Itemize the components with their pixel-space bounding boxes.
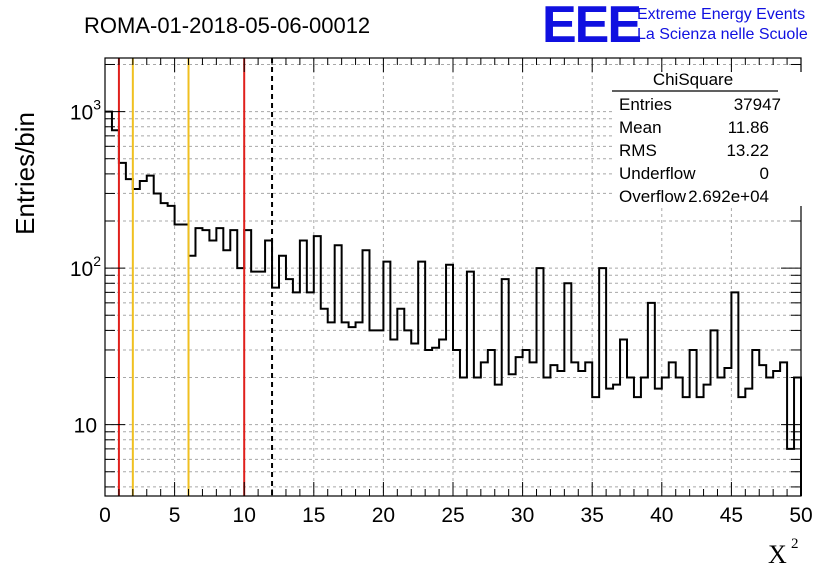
stats-box: ChiSquare Entries 37947 Mean 11.86 RMS 1… — [612, 70, 810, 206]
eee-logo-mark: EEE — [542, 0, 640, 54]
eee-logo-line2: La Scienza nelle Scuole — [637, 26, 808, 43]
x-axis-label-superscript: 2 — [791, 536, 799, 552]
axis-ticks: 0 5 10 15 20 25 30 35 40 45 50 10 102 103 — [70, 58, 813, 527]
stats-label-underflow: Underflow — [619, 164, 696, 183]
x-tick-label: 5 — [169, 504, 181, 527]
x-tick-label: 10 — [233, 504, 256, 527]
stats-label-entries: Entries — [619, 95, 672, 114]
stats-box-title: ChiSquare — [653, 70, 733, 89]
stats-value-rms: 13.22 — [726, 141, 769, 160]
eee-logo-line1: Extreme Energy Events — [637, 6, 805, 23]
stats-label-rms: RMS — [619, 141, 657, 160]
threshold-lines — [117, 58, 274, 496]
stats-value-overflow: 2.692e+04 — [688, 187, 769, 206]
x-tick-label: 20 — [372, 504, 395, 527]
x-tick-label: 35 — [581, 504, 604, 527]
stats-label-mean: Mean — [619, 118, 662, 137]
eee-logo: EEE Extreme Energy Events La Scienza nel… — [542, 0, 808, 54]
x-tick-label: 40 — [650, 504, 673, 527]
chart-title: ROMA-01-2018-05-06-00012 — [84, 13, 370, 38]
x-axis-label: X — [768, 540, 787, 569]
x-tick-label: 45 — [720, 504, 743, 527]
y-tick-label: 103 — [70, 97, 101, 125]
y-tick-label: 10 — [74, 415, 97, 438]
x-tick-label: 25 — [441, 504, 464, 527]
x-tick-label: 50 — [789, 504, 812, 527]
histogram-outline — [105, 110, 802, 496]
stats-value-entries: 37947 — [734, 95, 781, 114]
stats-box-background — [612, 72, 810, 206]
stats-value-underflow: 0 — [760, 164, 769, 183]
x-tick-label: 15 — [302, 504, 325, 527]
stats-label-overflow: Overflow — [619, 187, 687, 206]
stats-value-mean: 11.86 — [728, 118, 769, 137]
x-tick-label: 0 — [99, 504, 111, 527]
y-tick-label: 102 — [70, 253, 101, 281]
y-axis-label: Entries/bin — [10, 112, 40, 235]
histogram — [105, 110, 802, 496]
x-tick-label: 30 — [511, 504, 534, 527]
